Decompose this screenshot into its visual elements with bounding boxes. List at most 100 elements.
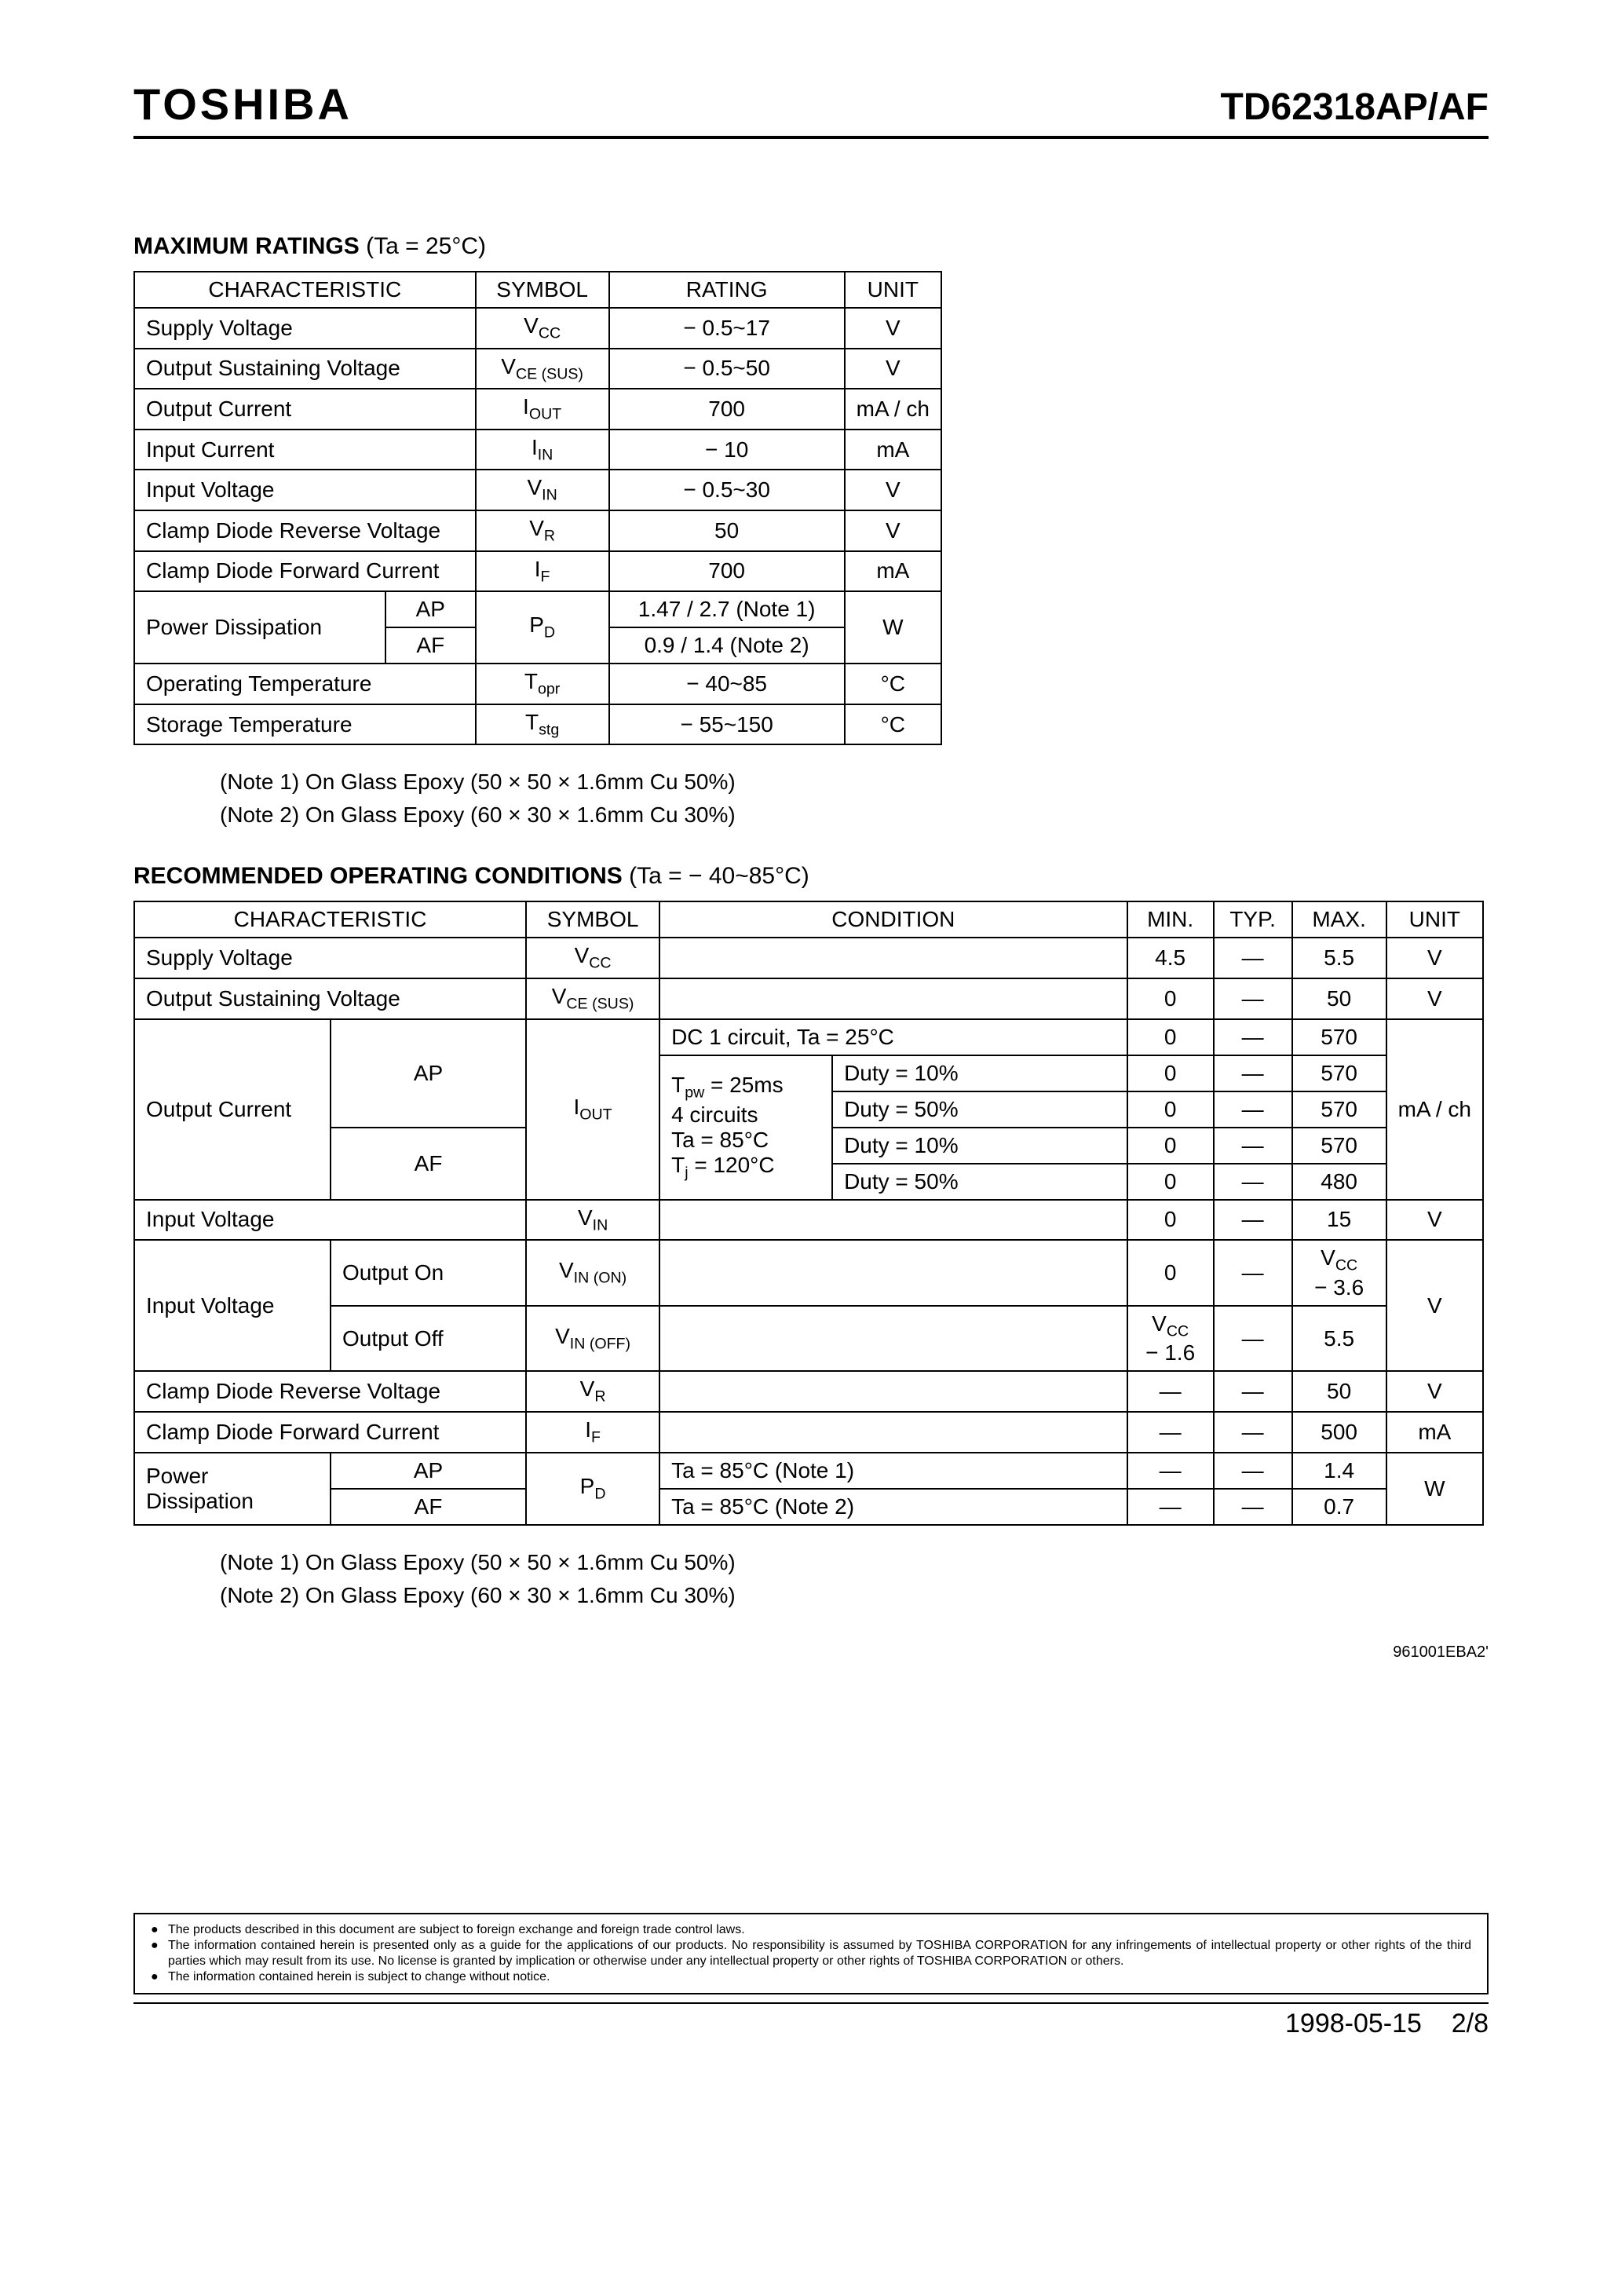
cell-symbol: VR — [526, 1371, 659, 1412]
col-unit: UNIT — [1386, 901, 1483, 938]
cell-rating: 0.9 / 1.4 (Note 2) — [609, 627, 845, 664]
col-typ: TYP. — [1214, 901, 1292, 938]
cell-max: 500 — [1292, 1412, 1386, 1453]
cell-min: 0 — [1127, 1128, 1214, 1164]
table-header-row: CHARACTERISTIC SYMBOL RATING UNIT — [134, 272, 941, 308]
cell-typ: — — [1214, 1371, 1292, 1412]
cell-typ: — — [1214, 938, 1292, 978]
table-row: Supply Voltage VCC − 0.5~17 V — [134, 308, 941, 349]
page-header: TOSHIBA TD62318AP/AF — [133, 79, 1489, 139]
cell-typ: — — [1214, 1019, 1292, 1055]
cell-typ: — — [1214, 1091, 1292, 1128]
cell-max: 1.4 — [1292, 1453, 1386, 1489]
cell-symbol: Topr — [476, 664, 609, 704]
cell-unit: °C — [845, 664, 941, 704]
cell-typ: — — [1214, 1412, 1292, 1453]
cell-variant: AP — [331, 1453, 526, 1489]
cell-char: Input Voltage — [134, 470, 476, 510]
cell-symbol: Tstg — [476, 704, 609, 745]
col-condition: CONDITION — [659, 901, 1127, 938]
cell-unit: °C — [845, 704, 941, 745]
rec-cond-title: RECOMMENDED OPERATING CONDITIONS (Ta = −… — [133, 863, 1489, 890]
table-row: Input Voltage VIN − 0.5~30 V — [134, 470, 941, 510]
cell-max: 570 — [1292, 1091, 1386, 1128]
cell-char: Supply Voltage — [134, 308, 476, 349]
cell-variant: AP — [385, 591, 476, 627]
max-ratings-table: CHARACTERISTIC SYMBOL RATING UNIT Supply… — [133, 271, 942, 745]
cell-min: 0 — [1127, 1164, 1214, 1200]
cell-cond — [659, 1412, 1127, 1453]
max-ratings-notes: (Note 1) On Glass Epoxy (50 × 50 × 1.6mm… — [220, 766, 1489, 832]
cell-char: Clamp Diode Reverse Voltage — [134, 510, 476, 551]
cell-cond — [659, 938, 1127, 978]
table-row: Output Sustaining Voltage VCE (SUS) − 0.… — [134, 349, 941, 389]
cell-max: 570 — [1292, 1019, 1386, 1055]
cell-symbol: VIN (ON) — [526, 1240, 659, 1306]
disclaimer-item: The products described in this document … — [151, 1922, 1471, 1938]
table-row: Operating Temperature Topr − 40~85 °C — [134, 664, 941, 704]
cell-min: — — [1127, 1489, 1214, 1525]
cell-cond — [659, 1371, 1127, 1412]
table-row: Clamp Diode Reverse Voltage VR 50 V — [134, 510, 941, 551]
table-row: Output Sustaining Voltage VCE (SUS) 0 — … — [134, 978, 1483, 1019]
cell-unit: mA / ch — [845, 389, 941, 430]
table-row: AF Ta = 85°C (Note 2) — — 0.7 — [134, 1489, 1483, 1525]
cell-typ: — — [1214, 1055, 1292, 1091]
cell-rating: 50 — [609, 510, 845, 551]
cell-symbol: VIN — [476, 470, 609, 510]
table-row: Input Voltage Output On VIN (ON) 0 — VCC… — [134, 1240, 1483, 1306]
cell-symbol: PD — [476, 591, 609, 664]
cell-symbol: VIN — [526, 1200, 659, 1241]
cell-symbol: IIN — [476, 430, 609, 470]
cell-char: Operating Temperature — [134, 664, 476, 704]
cell-min: — — [1127, 1371, 1214, 1412]
cell-unit: mA — [1386, 1412, 1483, 1453]
cell-variant: Output On — [331, 1240, 526, 1306]
table-row: Output Off VIN (OFF) VCC− 1.6 — 5.5 — [134, 1306, 1483, 1372]
cell-variant: AF — [385, 627, 476, 664]
cell-min: — — [1127, 1412, 1214, 1453]
cell-char: Clamp Diode Forward Current — [134, 1412, 526, 1453]
col-unit: UNIT — [845, 272, 941, 308]
note-1: (Note 1) On Glass Epoxy (50 × 50 × 1.6mm… — [220, 766, 1489, 799]
cell-min: 0 — [1127, 1200, 1214, 1241]
cell-rating: − 40~85 — [609, 664, 845, 704]
cell-symbol: IF — [526, 1412, 659, 1453]
cell-min: — — [1127, 1453, 1214, 1489]
cell-unit: mA / ch — [1386, 1019, 1483, 1200]
table-row: Power Dissipation AP PD 1.47 / 2.7 (Note… — [134, 591, 941, 627]
cell-cond — [659, 978, 1127, 1019]
cell-typ: — — [1214, 1489, 1292, 1525]
cell-variant: AF — [331, 1489, 526, 1525]
cell-typ: — — [1214, 978, 1292, 1019]
page-footer: 1998-05-15 2/8 — [133, 2002, 1489, 2039]
table-row: Clamp Diode Reverse Voltage VR — — 50 V — [134, 1371, 1483, 1412]
cell-char: Input Voltage — [134, 1240, 331, 1371]
cell-variant: Output Off — [331, 1306, 526, 1372]
table-row: Clamp Diode Forward Current IF — — 500 m… — [134, 1412, 1483, 1453]
cell-rating: − 10 — [609, 430, 845, 470]
footer-page: 2/8 — [1452, 2009, 1489, 2038]
cell-min: VCC− 1.6 — [1127, 1306, 1214, 1372]
cell-max: 50 — [1292, 978, 1386, 1019]
cell-char: Supply Voltage — [134, 938, 526, 978]
rec-cond-table: CHARACTERISTIC SYMBOL CONDITION MIN. TYP… — [133, 901, 1484, 1525]
cell-unit: V — [845, 308, 941, 349]
disclaimer-item: The information contained herein is pres… — [151, 1938, 1471, 1969]
cell-unit: W — [1386, 1453, 1483, 1525]
cell-unit: W — [845, 591, 941, 664]
rec-cond-title-cond: (Ta = − 40~85°C) — [629, 863, 809, 889]
cell-typ: — — [1214, 1128, 1292, 1164]
note-2: (Note 2) On Glass Epoxy (60 × 30 × 1.6mm… — [220, 1579, 1489, 1612]
cell-typ: — — [1214, 1306, 1292, 1372]
cell-max: 15 — [1292, 1200, 1386, 1241]
cell-typ: — — [1214, 1453, 1292, 1489]
col-characteristic: CHARACTERISTIC — [134, 901, 526, 938]
cell-min: 0 — [1127, 1019, 1214, 1055]
cell-char: Output Sustaining Voltage — [134, 349, 476, 389]
cell-char: Input Voltage — [134, 1200, 526, 1241]
cell-symbol: VCC — [476, 308, 609, 349]
rec-cond-notes: (Note 1) On Glass Epoxy (50 × 50 × 1.6mm… — [220, 1546, 1489, 1612]
table-row: Input Voltage VIN 0 — 15 V — [134, 1200, 1483, 1241]
cell-cond-right: Duty = 50% — [832, 1164, 1127, 1200]
